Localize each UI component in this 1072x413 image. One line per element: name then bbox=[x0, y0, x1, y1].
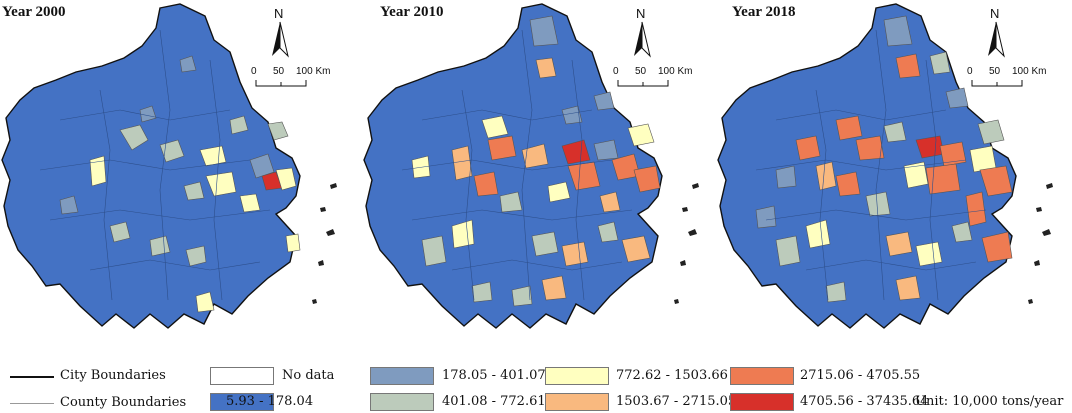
map-2010 bbox=[363, 3, 699, 329]
north-arrow-2000 bbox=[272, 21, 289, 58]
north-label: N bbox=[990, 6, 1000, 21]
scale-mid: 50 bbox=[989, 66, 1001, 77]
north-label: N bbox=[636, 6, 646, 21]
legend-swatch bbox=[370, 367, 434, 385]
scale-zero: 0 bbox=[613, 66, 619, 77]
legend-swatch bbox=[730, 393, 794, 411]
region-outline-2000 bbox=[1, 3, 301, 329]
scale-end: 100 Km bbox=[1012, 66, 1047, 77]
county-lines-2010 bbox=[401, 29, 633, 301]
islands-2018 bbox=[1028, 183, 1053, 304]
region-outline-2018 bbox=[717, 3, 1017, 329]
legend-class-label: 1503.67 - 2715.05 bbox=[616, 394, 737, 409]
map-panel-2010: Year 2010 N 0 50 100 Km bbox=[362, 0, 719, 360]
map-panel-2000: Year 2000 N 0 50 100 Km bbox=[0, 0, 357, 360]
county-boundary-label: County Boundaries bbox=[60, 395, 187, 410]
scale-mid: 50 bbox=[273, 66, 285, 77]
map-2000 bbox=[1, 3, 337, 329]
north-arrow-2010 bbox=[634, 21, 651, 58]
legend-class-label: 772.62 - 1503.66 bbox=[616, 368, 728, 383]
panel-year-title: Year 2010 bbox=[380, 4, 444, 20]
county-boundary-line bbox=[10, 403, 54, 404]
legend-class-label: 401.08 - 772.61 bbox=[442, 394, 546, 409]
legend-class-label: No data bbox=[282, 368, 335, 383]
legend-swatch bbox=[370, 393, 434, 411]
legend-swatch bbox=[730, 367, 794, 385]
islands-2000 bbox=[312, 183, 337, 304]
legend-swatch bbox=[210, 393, 274, 411]
scale-bar-2018 bbox=[971, 80, 1023, 87]
panel-year-title: Year 2018 bbox=[732, 4, 796, 20]
scale-end: 100 Km bbox=[296, 66, 331, 77]
legend-class-label: 178.05 - 401.07 bbox=[442, 368, 546, 383]
legend-class-label: 5.93 - 178.04 bbox=[226, 394, 314, 409]
city-boundary-line bbox=[10, 376, 54, 378]
scale-bar-2010 bbox=[617, 80, 669, 87]
scale-bar-2000 bbox=[255, 80, 307, 87]
legend-swatch bbox=[210, 367, 274, 385]
county-lines-2018 bbox=[755, 29, 987, 301]
legend-class-label: 2715.06 - 4705.55 bbox=[800, 368, 921, 383]
north-label: N bbox=[274, 6, 284, 21]
legend: City Boundaries County Boundaries No dat… bbox=[0, 362, 1072, 413]
unit-label: Unit: 10,000 tons/year bbox=[915, 394, 1064, 409]
scale-end: 100 Km bbox=[658, 66, 693, 77]
map-panel-2018: Year 2018 N 0 50 100 Km bbox=[716, 0, 1072, 360]
class-patches-2000 bbox=[59, 55, 301, 313]
scale-zero: 0 bbox=[967, 66, 973, 77]
panel-year-title: Year 2000 bbox=[2, 4, 66, 20]
islands-2010 bbox=[674, 183, 699, 304]
scale-zero: 0 bbox=[251, 66, 257, 77]
legend-swatch bbox=[545, 367, 609, 385]
scale-mid: 50 bbox=[635, 66, 647, 77]
legend-class-label: 4705.56 - 37435.64 bbox=[800, 394, 929, 409]
class-patches-2010 bbox=[411, 15, 661, 307]
county-lines-2000 bbox=[39, 29, 271, 301]
city-boundary-label: City Boundaries bbox=[60, 368, 166, 383]
class-patches-2018 bbox=[755, 15, 1013, 303]
legend-swatch bbox=[545, 393, 609, 411]
north-arrow-2018 bbox=[988, 21, 1005, 58]
map-2018 bbox=[717, 3, 1053, 329]
